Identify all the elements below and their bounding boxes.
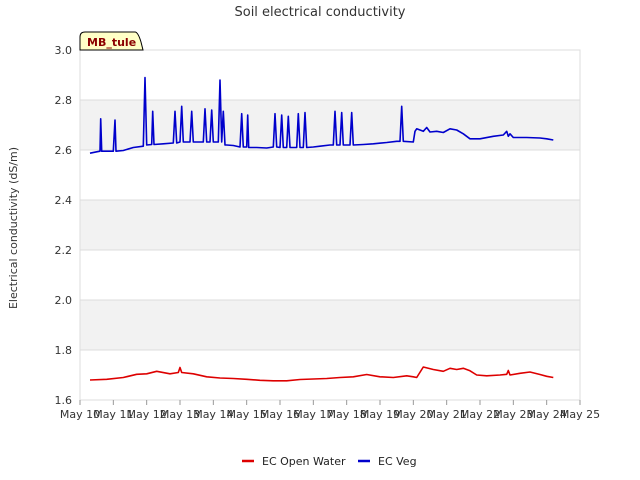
y-tick-label: 2.8	[55, 94, 73, 107]
legend-label: EC Veg	[378, 455, 417, 468]
y-axis-title: Electrical conductivity (dS/m)	[7, 147, 20, 309]
background-bands	[80, 100, 580, 350]
background-band	[80, 300, 580, 350]
x-tick-label: May 20	[393, 408, 433, 421]
x-tick-label: May 24	[527, 408, 567, 421]
series-line-ec-open-water	[89, 366, 554, 382]
x-tick-label: May 12	[127, 408, 167, 421]
series-line-ec-veg	[89, 76, 554, 154]
plot-frame	[79, 49, 581, 401]
y-tick-label: 2.4	[55, 194, 73, 207]
x-tick-label: May 16	[260, 408, 300, 421]
chart-title: Soil electrical conductivity	[234, 5, 405, 20]
site-tag-label: MB_tule	[87, 36, 136, 49]
y-tick-label: 2.2	[55, 244, 73, 257]
x-tick-label: May 18	[327, 408, 367, 421]
x-tick-label: May 25	[560, 408, 600, 421]
legend: EC Open Water EC Veg	[242, 455, 417, 468]
x-tick-label: May 13	[160, 408, 200, 421]
y-tick-label: 3.0	[55, 44, 73, 57]
x-tick-label: May 19	[360, 408, 400, 421]
x-tick-label: May 15	[227, 408, 267, 421]
gridlines	[80, 49, 580, 401]
x-tick-label: May 17	[293, 408, 333, 421]
x-tick-label: May 22	[460, 408, 500, 421]
y-tick-label: 1.8	[55, 344, 73, 357]
y-tick-label: 2.0	[55, 294, 73, 307]
background-band	[80, 100, 580, 150]
series-group	[89, 76, 554, 382]
legend-label: EC Open Water	[262, 455, 346, 468]
x-tick-label: May 10	[60, 408, 100, 421]
y-tick-label: 1.6	[55, 394, 73, 407]
x-tick-label: May 21	[427, 408, 467, 421]
background-band	[80, 200, 580, 250]
y-axis-ticks: 1.6 1.8 2.0 2.2 2.4 2.6 2.8 3.0	[55, 44, 73, 407]
x-tick-label: May 11	[93, 408, 133, 421]
y-tick-label: 2.6	[55, 144, 73, 157]
x-tick-label: May 23	[493, 408, 533, 421]
x-tick-label: May 14	[193, 408, 233, 421]
site-tag-shape	[79, 31, 144, 51]
site-tag: MB_tule	[79, 31, 144, 51]
